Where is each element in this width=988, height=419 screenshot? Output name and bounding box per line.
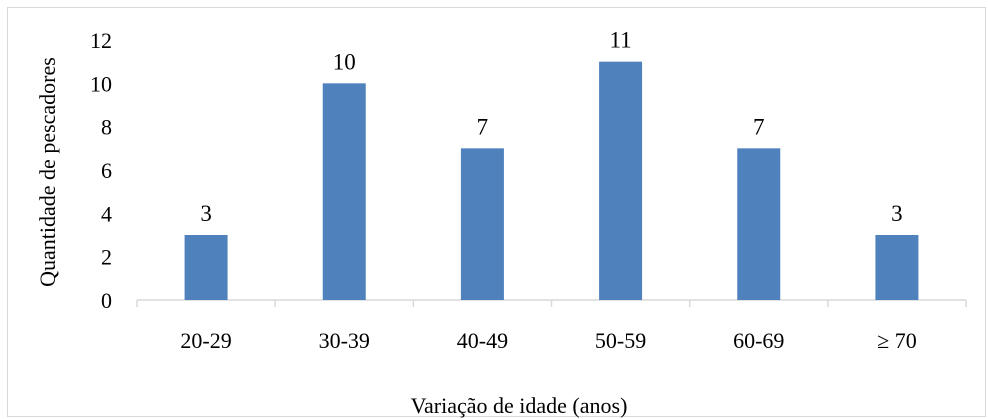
bar (875, 235, 919, 300)
y-axis-ticks: 0 2 4 6 8 10 12 (90, 28, 112, 313)
bars (184, 61, 919, 300)
data-label: 11 (610, 28, 632, 53)
bar (599, 61, 643, 300)
bar (322, 83, 366, 300)
data-labels: 3 10 7 11 7 3 (200, 28, 902, 226)
data-label: 3 (200, 201, 212, 226)
data-label: 7 (753, 114, 765, 139)
category-label: 40-49 (457, 328, 508, 353)
y-tick-label: 0 (101, 288, 112, 313)
x-axis-title: Variação de idade (anos) (411, 393, 628, 418)
category-label: 50-59 (595, 328, 646, 353)
data-label: 7 (477, 114, 489, 139)
bar (460, 148, 504, 300)
y-tick-label: 2 (101, 245, 112, 270)
bar (184, 235, 228, 300)
bar (737, 148, 781, 300)
x-axis-tick-marks (136, 300, 967, 307)
y-axis-title: Quantidade de pescadores (35, 57, 60, 287)
data-label: 10 (333, 49, 356, 74)
category-label: 30-39 (319, 328, 370, 353)
category-label: ≥ 70 (877, 328, 917, 353)
y-tick-label: 10 (90, 71, 112, 96)
y-tick-label: 8 (101, 115, 112, 140)
data-label: 3 (891, 201, 903, 226)
category-labels: 20-29 30-39 40-49 50-59 60-69 ≥ 70 (180, 328, 916, 353)
category-label: 60-69 (733, 328, 784, 353)
y-tick-label: 12 (90, 28, 112, 53)
y-tick-label: 6 (101, 158, 112, 183)
category-label: 20-29 (180, 328, 231, 353)
y-tick-label: 4 (101, 201, 112, 226)
